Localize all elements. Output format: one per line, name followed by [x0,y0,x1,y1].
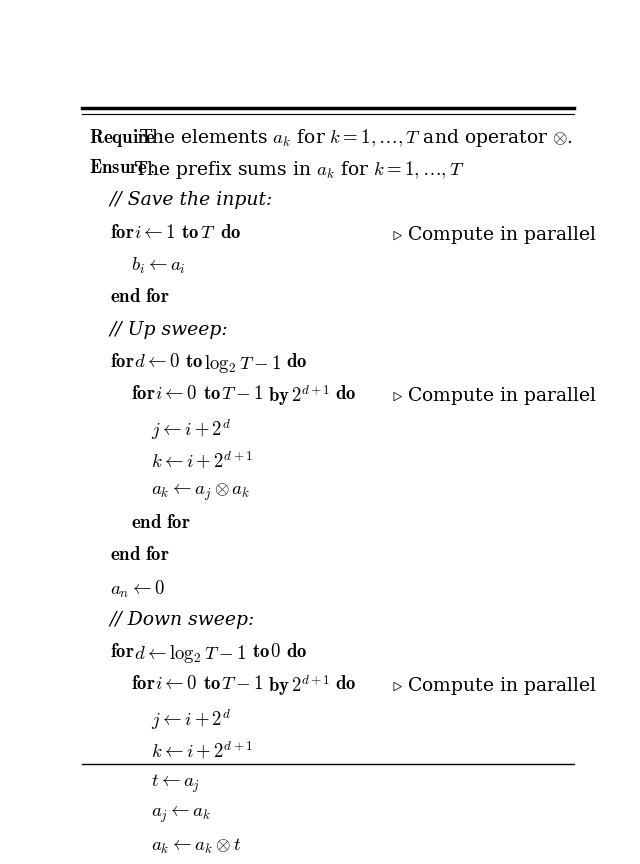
Text: $\mathbf{for\ }$: $\mathbf{for\ }$ [131,385,155,403]
Text: // Save the input:: // Save the input: [110,192,273,209]
Text: $a_n \leftarrow 0$: $a_n \leftarrow 0$ [110,579,164,600]
Text: $j \leftarrow i + 2^d$: $j \leftarrow i + 2^d$ [152,708,231,732]
Text: $\mathbf{\ do}$: $\mathbf{\ do}$ [281,353,308,371]
Text: $k \leftarrow i + 2^{d+1}$: $k \leftarrow i + 2^{d+1}$ [152,449,253,472]
Text: $i \leftarrow 0$: $i \leftarrow 0$ [155,676,198,694]
Text: $\mathbf{Ensure:}$: $\mathbf{Ensure:}$ [89,159,155,177]
Text: $\mathbf{for\ }$: $\mathbf{for\ }$ [110,643,134,661]
Text: $T-1$: $T-1$ [221,676,263,694]
Text: $\mathbf{\ to\ }$: $\mathbf{\ to\ }$ [247,643,270,661]
Text: The prefix sums in $a_k$ for $k=1,\ldots,T$: The prefix sums in $a_k$ for $k=1,\ldots… [134,159,464,181]
Text: $b_i \leftarrow a_i$: $b_i \leftarrow a_i$ [131,256,186,276]
Text: The elements $a_k$ for $k=1,\ldots,T$ and operator $\otimes$.: The elements $a_k$ for $k=1,\ldots,T$ an… [138,127,573,149]
Text: $\mathbf{\ do}$: $\mathbf{\ do}$ [330,385,356,403]
Text: $\mathbf{\ by\ }$: $\mathbf{\ by\ }$ [263,676,291,697]
Text: $a_k \leftarrow a_k \otimes t$: $a_k \leftarrow a_k \otimes t$ [152,837,242,856]
Text: $\mathbf{\ do}$: $\mathbf{\ do}$ [215,224,242,242]
Text: $i \leftarrow 0$: $i \leftarrow 0$ [155,385,198,403]
Text: $a_k \leftarrow a_j \otimes a_k$: $a_k \leftarrow a_j \otimes a_k$ [152,482,251,504]
Text: $t \leftarrow a_j$: $t \leftarrow a_j$ [152,772,200,795]
Text: $\mathbf{end\ for}$: $\mathbf{end\ for}$ [110,289,170,307]
Text: $\triangleright$ Compute in parallel: $\triangleright$ Compute in parallel [392,385,598,407]
Text: $T$: $T$ [200,224,215,242]
Text: $k \leftarrow i + 2^{d+1}$: $k \leftarrow i + 2^{d+1}$ [152,740,253,762]
Text: $\mathbf{\ to\ }$: $\mathbf{\ to\ }$ [180,353,204,371]
Text: $\mathbf{Require:}$: $\mathbf{Require:}$ [89,127,163,149]
Text: $0$: $0$ [270,643,281,661]
Text: $2^{d+1}$: $2^{d+1}$ [291,385,330,406]
Text: $\mathbf{end\ for}$: $\mathbf{end\ for}$ [110,546,170,564]
Text: $2^{d+1}$: $2^{d+1}$ [291,676,330,696]
Text: $\triangleright$ Compute in parallel: $\triangleright$ Compute in parallel [392,676,598,697]
Text: $\log_2 T - 1$: $\log_2 T - 1$ [204,353,281,375]
Text: $\mathbf{for\ }$: $\mathbf{for\ }$ [110,224,134,242]
Text: $a_j \leftarrow a_k$: $a_j \leftarrow a_k$ [152,804,212,825]
Text: $\mathbf{\ do}$: $\mathbf{\ do}$ [330,676,356,694]
Text: // Down sweep:: // Down sweep: [110,611,255,629]
Text: // Up sweep:: // Up sweep: [110,321,228,339]
Text: $T-1$: $T-1$ [221,385,263,403]
Text: $\mathbf{\ to\ }$: $\mathbf{\ to\ }$ [198,676,221,694]
Text: $\mathbf{\ do}$: $\mathbf{\ do}$ [281,643,308,661]
Text: $d \leftarrow \log_2 T - 1$: $d \leftarrow \log_2 T - 1$ [134,643,247,665]
Text: $\mathbf{end\ for}$: $\mathbf{end\ for}$ [131,514,190,532]
Text: $j \leftarrow i + 2^d$: $j \leftarrow i + 2^d$ [152,417,231,442]
Text: $\mathbf{\ by\ }$: $\mathbf{\ by\ }$ [263,385,291,407]
Text: $i \leftarrow 1$: $i \leftarrow 1$ [134,224,176,242]
Text: $\mathbf{for\ }$: $\mathbf{for\ }$ [131,676,155,694]
Text: $\triangleright$ Compute in parallel: $\triangleright$ Compute in parallel [392,224,598,245]
Text: $\mathbf{\ to\ }$: $\mathbf{\ to\ }$ [176,224,200,242]
Text: $d \leftarrow 0$: $d \leftarrow 0$ [134,353,180,371]
Text: $\mathbf{for\ }$: $\mathbf{for\ }$ [110,353,134,371]
Text: $\mathbf{\ to\ }$: $\mathbf{\ to\ }$ [198,385,221,403]
